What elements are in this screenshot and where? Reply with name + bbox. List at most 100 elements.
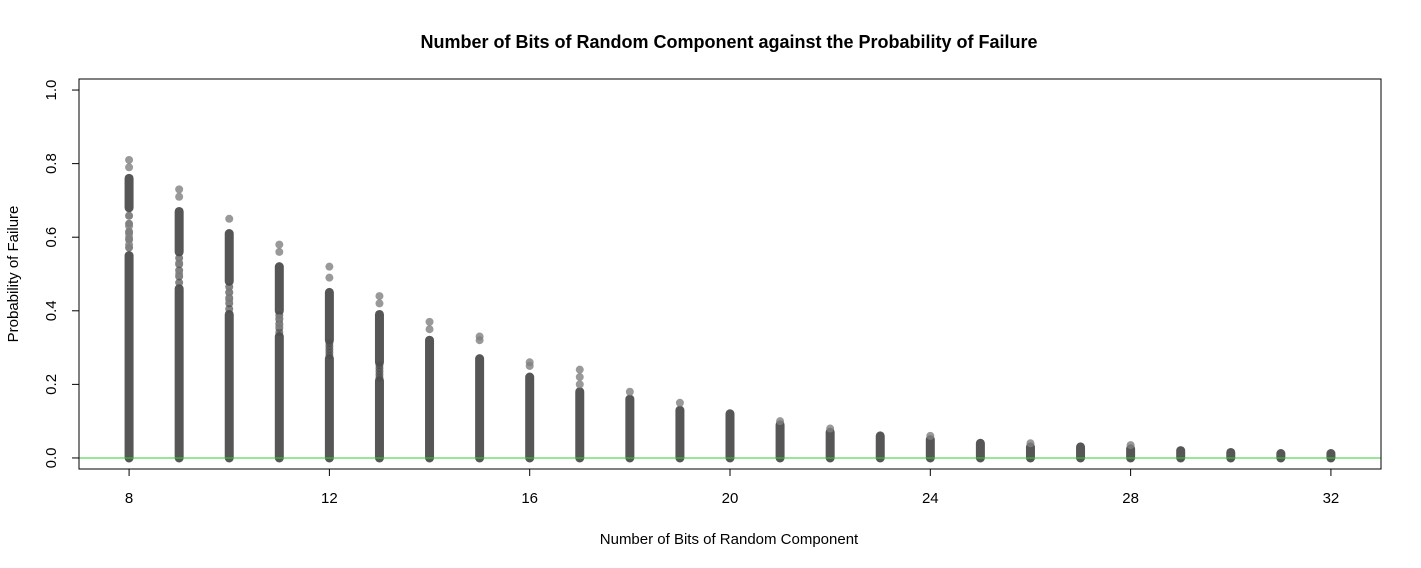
point-cluster [1025, 442, 1035, 463]
y-tick-label: 0.8 [43, 153, 60, 174]
point-cluster [374, 376, 384, 463]
data-point [525, 361, 534, 370]
point-column-29 [1176, 446, 1186, 463]
data-point [175, 278, 184, 287]
point-cluster [124, 251, 134, 463]
x-tick-label: 32 [1323, 490, 1340, 507]
point-column-12 [324, 262, 334, 463]
data-point [425, 325, 434, 334]
data-point [475, 336, 484, 345]
point-cluster [1276, 449, 1286, 463]
y-tick-label: 0.0 [43, 448, 60, 469]
data-point [125, 240, 134, 249]
y-tick-label: 0.6 [43, 227, 60, 248]
data-point [926, 431, 935, 440]
point-column-31 [1276, 449, 1286, 463]
point-column-22 [825, 424, 835, 463]
data-point [325, 262, 334, 271]
point-cluster [575, 387, 585, 463]
data-point [1126, 441, 1135, 450]
point-cluster [675, 405, 685, 463]
data-point [826, 424, 835, 433]
y-axis-label: Probability of Failure [5, 206, 22, 343]
data-point [175, 270, 184, 278]
data-point [375, 292, 384, 301]
point-cluster [1226, 447, 1236, 463]
data-point [375, 299, 384, 308]
x-tick-label: 16 [521, 490, 538, 507]
data-point [776, 417, 785, 426]
data-point [575, 380, 584, 389]
data-point [675, 398, 684, 407]
point-column-17 [575, 365, 585, 463]
point-cluster [775, 420, 785, 463]
data-point [1026, 439, 1035, 448]
data-point [625, 387, 634, 396]
x-tick-label: 20 [722, 490, 739, 507]
data-point [425, 317, 434, 326]
point-column-23 [875, 431, 885, 463]
x-axis-label: Number of Bits of Random Component [600, 531, 859, 548]
point-column-18 [625, 387, 635, 463]
point-column-14 [425, 317, 435, 463]
point-column-19 [675, 398, 685, 463]
y-tick-label: 0.2 [43, 374, 60, 395]
x-tick-label: 8 [125, 490, 133, 507]
point-cluster [224, 309, 234, 463]
data-point [175, 258, 184, 267]
y-tick-label: 1.0 [43, 80, 60, 101]
data-point [275, 321, 284, 330]
data-point [225, 282, 234, 291]
point-column-28 [1126, 441, 1136, 463]
point-column-30 [1226, 447, 1236, 463]
point-column-32 [1326, 449, 1336, 463]
point-column-15 [475, 332, 485, 463]
point-cluster [1326, 449, 1336, 463]
point-column-8 [124, 155, 134, 463]
point-cluster [725, 409, 735, 463]
data-point [375, 361, 384, 370]
point-column-9 [174, 185, 184, 463]
chart-title: Number of Bits of Random Component again… [420, 32, 1037, 52]
data-point [325, 273, 334, 282]
data-point [125, 222, 134, 231]
point-column-13 [374, 292, 384, 463]
data-points [124, 155, 1336, 463]
y-tick-label: 0.4 [43, 300, 60, 321]
data-point [225, 288, 234, 297]
data-point [175, 185, 184, 194]
data-point [175, 192, 184, 201]
data-point [575, 373, 584, 382]
point-cluster [374, 309, 384, 367]
point-cluster [875, 431, 885, 463]
data-point [275, 240, 284, 249]
point-cluster [124, 173, 134, 213]
data-point [275, 314, 284, 323]
data-point [125, 211, 134, 220]
x-axis: 8 12 16 20 24 28 32 [125, 468, 1340, 507]
data-point [275, 247, 284, 256]
point-column-21 [775, 417, 785, 463]
point-cluster [975, 438, 985, 463]
point-cluster [925, 435, 935, 463]
point-column-26 [1025, 439, 1035, 463]
point-cluster [475, 354, 485, 463]
data-point [125, 163, 134, 172]
point-cluster [525, 372, 535, 463]
point-column-24 [925, 431, 935, 463]
data-point [225, 214, 234, 223]
point-column-20 [725, 409, 735, 463]
point-cluster [274, 262, 284, 316]
point-column-16 [525, 358, 535, 463]
x-tick-label: 12 [321, 490, 338, 507]
point-cluster [625, 394, 635, 463]
y-axis: 0.0 0.2 0.4 0.6 0.8 1.0 [43, 80, 80, 469]
point-column-27 [1076, 442, 1086, 463]
data-point [225, 304, 234, 313]
point-cluster [324, 287, 334, 345]
data-point [325, 339, 334, 348]
point-column-11 [274, 240, 284, 463]
point-column-25 [975, 438, 985, 463]
point-column-10 [224, 214, 234, 463]
